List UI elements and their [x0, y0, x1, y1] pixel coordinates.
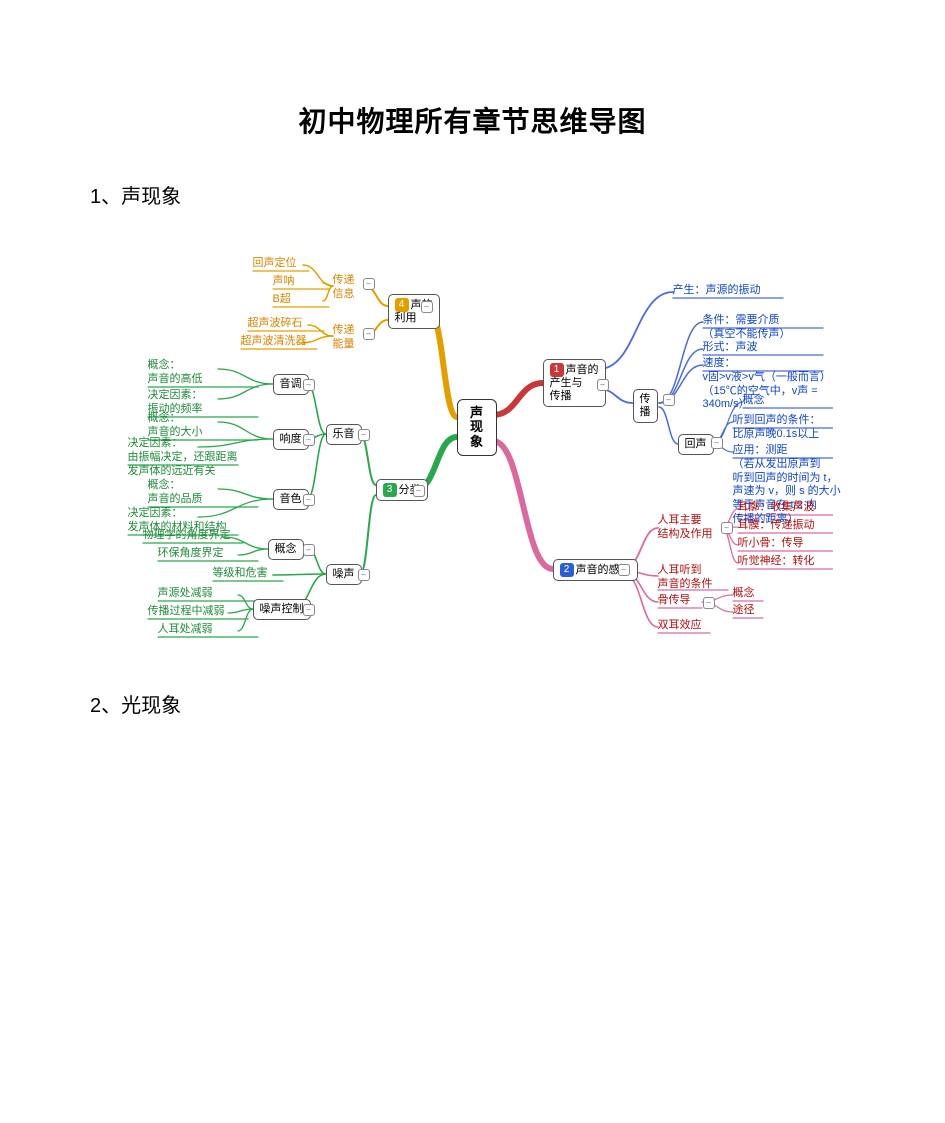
mindmap-leaf: 骨传导	[658, 594, 691, 608]
collapse-mark: –	[721, 522, 733, 534]
collapse-mark: –	[413, 485, 425, 497]
mindmap-sound: 声现象4声的利用传递信息传递能量回声定位声呐B超超声波碎石超声波清洗器3分类乐音…	[113, 229, 833, 649]
node-noise: 噪声	[326, 564, 362, 585]
mindmap-leaf: 超声波碎石	[248, 317, 303, 331]
mindmap-leaf: 人耳处减弱	[158, 623, 213, 637]
collapse-mark: –	[618, 564, 630, 576]
mindmap-leaf: 物理学的角度界定	[143, 529, 231, 543]
mindmap-leaf: 双耳效应	[658, 619, 702, 633]
collapse-mark: –	[303, 544, 315, 556]
collapse-mark: –	[597, 379, 609, 391]
collapse-mark: –	[703, 597, 715, 609]
mindmap-leaf: 概念	[733, 587, 755, 601]
page-title: 初中物理所有章节思维导图	[90, 100, 855, 140]
collapse-mark: –	[358, 429, 370, 441]
mindmap-leaf: 概念：声音的大小	[148, 412, 298, 440]
mindmap-leaf: 听小骨：传导	[738, 537, 804, 551]
collapse-mark: –	[303, 434, 315, 446]
collapse-mark: –	[363, 278, 375, 290]
collapse-mark: –	[303, 494, 315, 506]
mindmap-leaf: 声源处减弱	[158, 587, 213, 601]
mindmap-leaf: 途径	[733, 604, 755, 618]
mindmap-leaf: B超	[273, 293, 291, 307]
node-music: 乐音	[326, 424, 362, 445]
mindmap-leaf: 概念：声音的高低	[148, 359, 298, 387]
mindmap-leaf: 等级和危害	[213, 567, 268, 581]
mindmap-leaf: 超声波清洗器	[241, 335, 307, 349]
node-propagation: 传播	[633, 389, 658, 423]
node-echo: 回声	[678, 434, 714, 455]
node-info-transfer: 传递信息	[333, 274, 483, 302]
collapse-mark: –	[303, 379, 315, 391]
collapse-mark: –	[363, 328, 375, 340]
collapse-mark: –	[663, 394, 675, 406]
section-1-heading: 1、声现象	[90, 180, 855, 209]
collapse-mark: –	[711, 437, 723, 449]
mindmap-leaf: 听到回声的条件：比原声晚0.1s以上	[733, 414, 883, 442]
mindmap-leaf: 速度：v固>v液>v气（一般而言）（15℃的空气中，v声 = 340m/s）	[703, 357, 853, 412]
section-2-heading: 2、光现象	[90, 689, 855, 718]
collapse-mark: –	[358, 569, 370, 581]
collapse-mark: –	[421, 301, 433, 313]
node-噪声控制: 噪声控制	[253, 599, 311, 620]
mindmap-leaf: 声呐	[273, 275, 295, 289]
mindmap-leaf: 回声定位	[253, 257, 297, 271]
mindmap-leaf: 环保角度界定	[158, 547, 224, 561]
collapse-mark: –	[303, 604, 315, 616]
mindmap-leaf: 概念	[743, 394, 765, 408]
mindmap-leaf: 形式：声波	[703, 341, 758, 355]
node-energy-transfer: 传递能量	[333, 324, 483, 352]
mindmap-leaf: 概念：声音的品质	[148, 479, 298, 507]
node-概念: 概念	[268, 539, 304, 560]
mindmap-leaf: 产生：声源的振动	[673, 284, 761, 298]
mindmap-leaf: 耳膜：传递振动	[738, 519, 815, 533]
mindmap-leaf: 决定因素：由振幅决定，还跟距离发声体的远近有关	[128, 437, 278, 478]
mindmap-leaf: 条件：需要介质（真空不能传声）	[703, 314, 853, 342]
document-page: 初中物理所有章节思维导图 1、声现象 声现象4声的利用传递信息传递能量回声定位声…	[0, 0, 945, 1123]
mindmap-leaf: 传播过程中减弱	[148, 605, 225, 619]
mindmap-center: 声现象	[457, 399, 497, 456]
mindmap-leaf: 耳廓：收集声波	[738, 501, 815, 515]
